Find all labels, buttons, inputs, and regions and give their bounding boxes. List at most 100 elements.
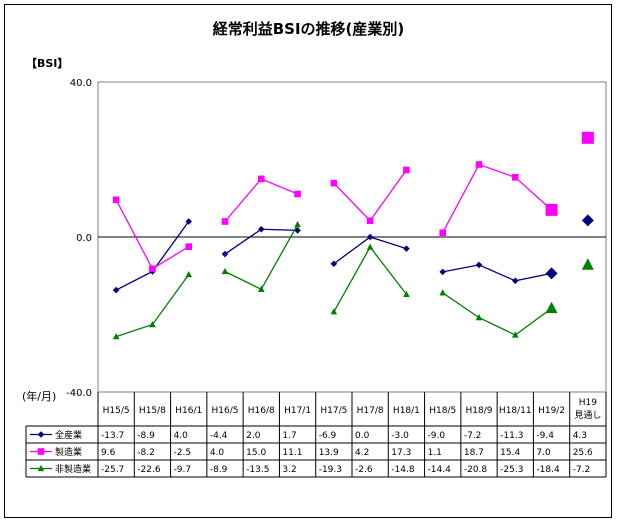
table-cell: 15.0	[246, 448, 266, 458]
table-cell: 15.4	[500, 448, 520, 458]
data-point	[403, 245, 410, 252]
table-cell: 0.0	[355, 431, 370, 441]
table-cell: -3.0	[391, 431, 409, 441]
table-cell: 3.2	[282, 465, 296, 475]
table-cell: -14.8	[391, 465, 415, 475]
table-cell: 17.3	[391, 448, 411, 458]
table-cell: -8.9	[137, 431, 155, 441]
x-tick-label: H17/8	[357, 406, 384, 416]
data-point	[545, 203, 558, 216]
x-tick-label: H18/9	[466, 406, 493, 416]
x-tick-label: H16/1	[175, 406, 202, 416]
data-point	[221, 267, 229, 275]
data-point	[439, 229, 447, 237]
data-point	[330, 308, 338, 315]
data-point	[221, 218, 229, 225]
x-tick-label: H17/5	[320, 406, 347, 416]
data-point	[185, 243, 193, 250]
data-point	[294, 220, 301, 228]
table-cell: 1.1	[428, 448, 442, 458]
data-point	[366, 217, 374, 225]
table-cell: 1.7	[282, 431, 296, 441]
x-tick-label: H18/1	[393, 406, 420, 416]
data-point	[366, 243, 374, 250]
table-cell: -9.4	[536, 431, 554, 441]
table-cell: 4.0	[174, 431, 189, 441]
data-point	[185, 218, 193, 225]
table-cell: 25.6	[573, 448, 593, 458]
data-point	[185, 270, 193, 278]
data-point	[581, 258, 594, 270]
series-line	[442, 292, 552, 336]
x-tick-label: 見通し	[574, 410, 601, 421]
x-tick-label: H15/5	[103, 406, 130, 416]
legend-label: 非製造業	[55, 463, 91, 475]
table-cell: 9.6	[101, 448, 116, 458]
table-cell: -4.4	[210, 431, 228, 441]
x-tick-label: H19/2	[538, 406, 565, 416]
data-point	[475, 261, 483, 269]
table-cell: -13.7	[101, 431, 124, 441]
table-cell: -9.7	[174, 465, 192, 475]
table-cell: -20.8	[464, 465, 488, 475]
table-cell: -22.6	[137, 465, 161, 475]
table-cell: 4.0	[210, 448, 225, 458]
table-cell: -11.3	[500, 431, 523, 441]
data-point	[257, 285, 265, 292]
table-cell: 13.9	[319, 448, 339, 458]
data-point	[257, 175, 265, 183]
legend-marker	[37, 431, 45, 438]
table-cell: 4.3	[573, 431, 587, 441]
y-axis-label: 【BSI】	[26, 57, 69, 70]
x-tick-label: H15/8	[139, 406, 166, 416]
x-tick-label: H16/5	[212, 406, 239, 416]
data-point	[511, 331, 519, 338]
data-point	[294, 190, 301, 198]
data-point	[475, 313, 483, 321]
table-cell: -9.0	[428, 431, 446, 441]
x-tick-label: H18/11	[499, 406, 532, 416]
chart-frame	[4, 4, 612, 518]
data-point	[403, 290, 410, 297]
x-tick-label: H18/5	[429, 406, 456, 416]
data-point	[581, 131, 594, 144]
data-point	[149, 265, 156, 273]
table-cell: -18.4	[536, 465, 560, 475]
x-tick-label: H17/1	[284, 406, 311, 416]
y-tick-label: -40.0	[66, 388, 92, 399]
data-point	[112, 286, 120, 294]
y-tick-label: 0.0	[76, 233, 92, 244]
table-cell: 18.7	[464, 448, 484, 458]
table-cell: -14.4	[428, 465, 452, 475]
legend-marker	[37, 464, 45, 472]
data-point	[330, 260, 338, 268]
legend-label: 製造業	[55, 446, 82, 458]
table-cell: -25.3	[500, 465, 523, 475]
x-tick-label: H19	[579, 398, 597, 408]
table-cell: -7.2	[573, 465, 591, 475]
series-line	[442, 264, 552, 282]
data-point	[439, 268, 447, 276]
data-point	[330, 179, 338, 187]
chart-title: 経常利益BSIの推移(産業別)	[212, 20, 405, 38]
data-point	[221, 250, 229, 258]
data-point	[294, 227, 301, 234]
x-axis-label: (年/月)	[22, 390, 57, 403]
table-cell: -19.3	[319, 465, 342, 475]
series-line	[442, 163, 553, 234]
data-point	[366, 233, 374, 241]
table-cell: -6.9	[319, 431, 337, 441]
data-point	[511, 174, 519, 181]
table-cell: -13.5	[246, 465, 269, 475]
data-point	[545, 301, 558, 314]
table-cell: 7.0	[536, 448, 551, 458]
table-cell: -25.7	[101, 465, 124, 475]
table-cell: -8.9	[210, 465, 228, 475]
data-point	[257, 225, 265, 233]
data-point	[581, 214, 594, 227]
table-cell: -2.6	[355, 465, 373, 475]
table-cell: -7.2	[464, 431, 482, 441]
data-point	[112, 196, 120, 204]
table-cell: -8.2	[137, 448, 155, 458]
